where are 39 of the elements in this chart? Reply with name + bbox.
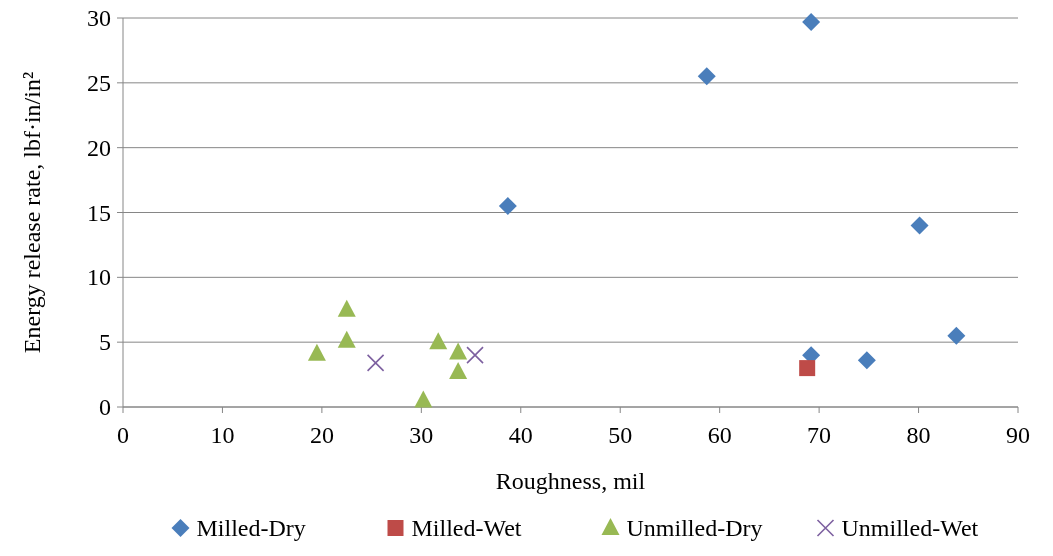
x-tick-label: 0	[117, 422, 129, 448]
point	[857, 351, 876, 370]
point	[449, 342, 468, 360]
x-tick-label: 50	[608, 422, 633, 448]
point	[307, 343, 326, 361]
point	[366, 354, 385, 372]
point	[947, 326, 966, 345]
legend-label: Unmilled-Wet	[841, 515, 979, 541]
x-axis-title: Roughness, mil	[495, 468, 646, 494]
y-tick-label: 20	[87, 134, 111, 161]
x-tick-label: 30	[409, 422, 434, 448]
point	[802, 12, 821, 31]
x-tick-label: 20	[309, 422, 334, 448]
point	[498, 197, 517, 216]
legend-label: Milled-Dry	[196, 515, 306, 541]
point	[337, 330, 356, 348]
legend-label: Milled-Wet	[411, 515, 522, 541]
y-tick-label: 5	[99, 329, 111, 356]
y-tick-label: 10	[87, 264, 111, 291]
x-tick-label: 70	[807, 422, 832, 448]
point	[429, 332, 448, 350]
x-tick-label: 60	[707, 422, 732, 448]
x-tick-label: 90	[1006, 422, 1030, 448]
point	[414, 390, 433, 408]
y-tick-label: 15	[87, 199, 111, 226]
y-tick-label: 25	[87, 69, 111, 96]
point	[799, 360, 816, 377]
point	[466, 346, 484, 364]
point	[449, 361, 468, 379]
y-tick-label: 0	[99, 394, 111, 420]
y-tick-label: 30	[87, 5, 111, 31]
point	[337, 299, 356, 317]
x-tick-label: 80	[906, 422, 931, 448]
x-tick-label: 40	[508, 422, 533, 448]
point	[697, 67, 716, 86]
legend-label: Unmilled-Dry	[626, 515, 763, 541]
y-axis-title: Energy release rate, lbf·in/in²	[19, 71, 45, 354]
x-tick-label: 10	[210, 422, 235, 448]
point	[910, 216, 929, 235]
